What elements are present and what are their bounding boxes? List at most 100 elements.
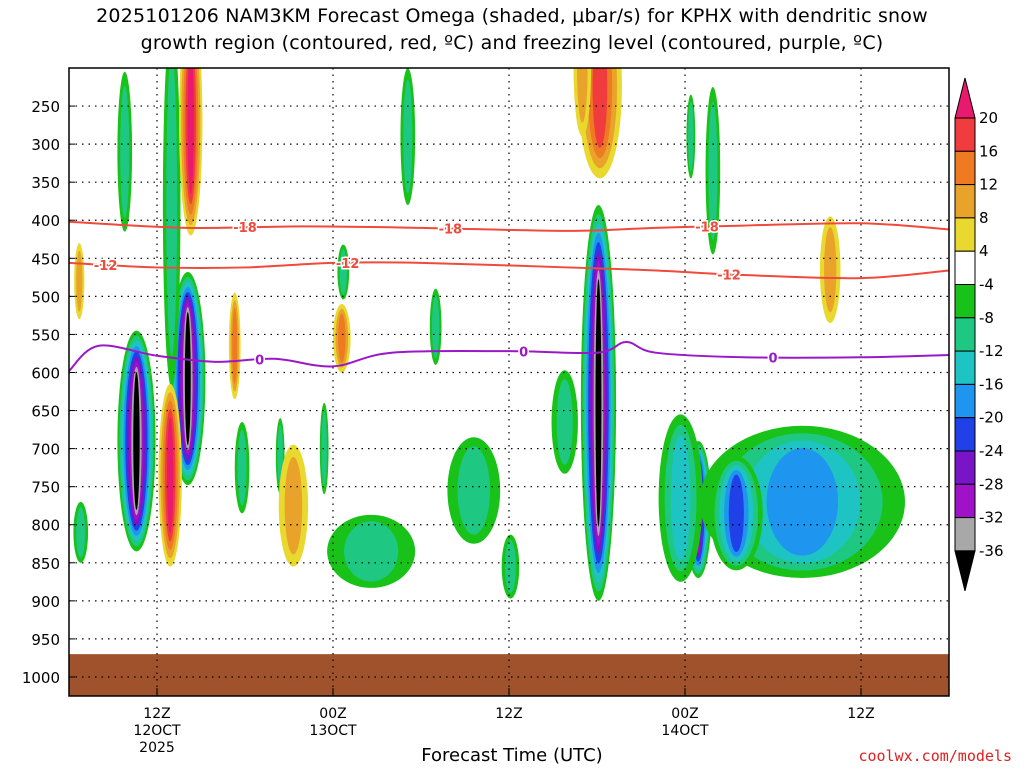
contour-label: -18: [439, 222, 463, 237]
omega-cell: [501, 534, 520, 599]
omega-positive-cell: [333, 303, 351, 373]
omega-positive-contour: [338, 313, 346, 363]
colorbar-label: -36: [979, 542, 1004, 560]
colorbar-label: 16: [979, 142, 998, 160]
y-tick-label: 250: [31, 98, 60, 116]
colorbar-band: [954, 284, 976, 319]
omega-contour: [595, 279, 602, 527]
omega-positive-cell: [158, 383, 182, 567]
omega-contour: [670, 435, 691, 561]
omega-contour: [457, 446, 491, 535]
colorbar-label: -4: [979, 276, 994, 294]
omega-contour: [76, 507, 86, 558]
omega-cell: [551, 370, 578, 474]
omega-positive-contour: [577, 68, 588, 123]
omega-contour: [432, 295, 440, 359]
omega-contour: [166, 68, 178, 357]
omega-positive-contour: [592, 68, 608, 148]
colorbar-label: -8: [979, 309, 994, 327]
y-tick-label: 450: [31, 250, 60, 268]
omega-contour: [120, 85, 130, 218]
omega-contour: [556, 379, 573, 465]
omega-positive-contour: [167, 417, 174, 534]
omega-positive-cell: [74, 243, 85, 320]
contour-label: 0: [255, 354, 264, 369]
omega-contour: [344, 521, 399, 582]
x-tick-label: 12Z: [847, 706, 874, 722]
omega-cell: [705, 87, 721, 255]
y-tick-label: 550: [31, 326, 60, 344]
omega-cell: [170, 272, 206, 486]
omega-contour: [728, 474, 744, 553]
colorbar-arrow-bottom: [954, 550, 976, 592]
omega-positive-contour: [284, 456, 303, 555]
omega-contour: [403, 79, 413, 194]
omega-positive-cell: [577, 68, 622, 179]
omega-contour: [184, 311, 191, 446]
colorbar-label: -28: [979, 475, 1004, 493]
y-tick-label: 800: [31, 517, 60, 535]
colorbar-band: [954, 383, 976, 419]
contour-line: [69, 261, 949, 280]
omega-positive-cell: [179, 68, 203, 236]
contour-label: 0: [768, 351, 777, 366]
colorbar-label: -16: [979, 375, 1004, 393]
x-tick-label: 14OCT: [661, 723, 709, 739]
y-tick-label: 750: [31, 479, 60, 497]
colorbar-band: [954, 150, 976, 186]
colorbar-label: 20: [979, 109, 998, 127]
colorbar-label: -20: [979, 409, 1004, 427]
colorbar-label: -32: [979, 509, 1004, 527]
colorbar-label: -12: [979, 342, 1004, 360]
colorbar-label: 8: [979, 209, 989, 227]
contour-label: 0: [519, 345, 528, 360]
colorbar-band: [954, 517, 976, 552]
omega-contour: [237, 429, 247, 506]
omega-cell: [162, 68, 181, 388]
omega-positive-contour: [232, 307, 238, 384]
x-tick-label: 13OCT: [309, 723, 357, 739]
omega-contour: [708, 101, 718, 241]
x-tick-label: 12Z: [143, 706, 170, 722]
colorbar-label: 4: [979, 242, 989, 260]
colorbar-band: [954, 317, 976, 352]
chart-title-line-1: 2025101206 NAM3KM Forecast Omega (shaded…: [96, 5, 928, 27]
colorbar-label: -24: [979, 442, 1004, 460]
y-tick-label: 700: [31, 441, 60, 459]
omega-positive-cell: [573, 68, 592, 137]
x-tick-label: 00Z: [319, 706, 346, 722]
contour-label: -18: [233, 221, 257, 236]
colorbar-band: [954, 483, 976, 519]
contour-line: [69, 220, 949, 232]
omega-cell: [658, 414, 703, 582]
x-axis-label: Forecast Time (UTC): [421, 745, 603, 766]
omega-cell: [400, 68, 416, 206]
colorbar-band: [954, 450, 976, 485]
omega-cell: [686, 94, 696, 179]
y-tick-label: 500: [31, 288, 60, 306]
omega-contour: [339, 249, 347, 295]
y-tick-label: 600: [31, 364, 60, 382]
contour-label: -12: [336, 257, 360, 272]
chart-title-line-2: growth region (contoured, red, ºC) and f…: [140, 32, 884, 54]
contour-label: -18: [695, 221, 719, 236]
colorbar-band: [954, 184, 976, 219]
x-tick-label: 12OCT: [133, 723, 181, 739]
omega-cell: [117, 330, 156, 552]
omega-positive-cell: [228, 292, 241, 400]
contour-line: [69, 341, 949, 372]
grid: [69, 68, 949, 696]
y-tick-label: 400: [31, 212, 60, 230]
omega-cell: [337, 244, 350, 300]
contour-label: -12: [94, 259, 118, 274]
x-tick-label: 2025: [139, 740, 175, 756]
omega-cell: [319, 402, 329, 495]
colorbar: 20 16 12 8 4 -4 -8 -12 -16 -20 -24 -28 -32 -36: [954, 77, 1004, 592]
colorbar-band: [954, 117, 976, 152]
y-axis: 250 300 350 400 450 500 550 600 650 700 750 800 850 9…: [22, 98, 75, 687]
colorbar-band: [954, 350, 976, 385]
omega-cell: [327, 514, 416, 588]
colorbar-band: [954, 250, 976, 285]
omega-cell: [234, 421, 250, 514]
